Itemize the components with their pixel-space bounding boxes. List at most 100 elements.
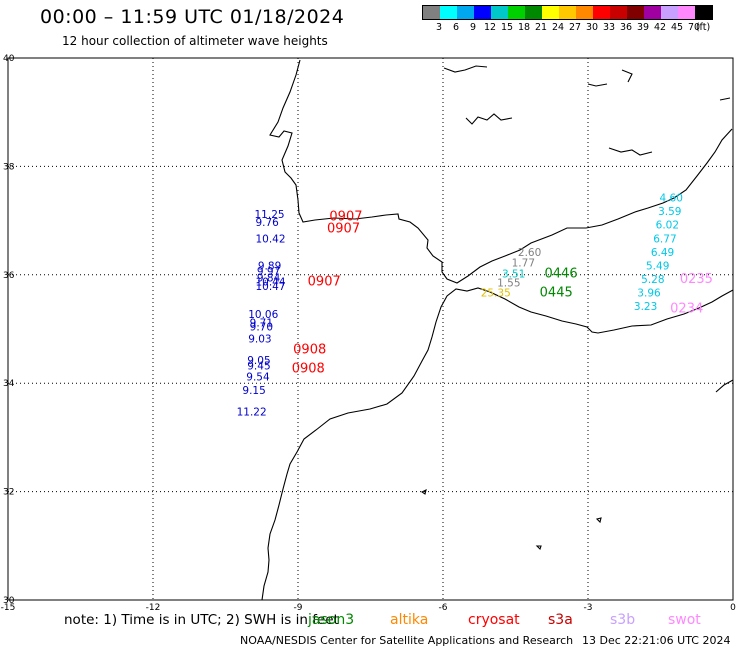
legend-label: 9 xyxy=(469,22,477,33)
wave-height-value: 25.35 xyxy=(481,287,511,299)
legend-swatch xyxy=(474,6,491,19)
wave-height-value: 9.15 xyxy=(242,385,265,397)
map-title: 00:00 – 11:59 UTC 01/18/2024 xyxy=(40,6,345,28)
legend-swatch xyxy=(423,6,440,19)
axis-ticks: 30 32 34 36 38 40 -15 -12 -9 -6 -3 0 xyxy=(1,54,736,613)
wave-height-value: 5.28 xyxy=(641,274,664,286)
legend-label: 70 xyxy=(687,22,701,33)
satellite-label-s3a: s3a xyxy=(548,612,573,628)
coast-upper-4 xyxy=(587,83,608,87)
pass-time-label: 0234 xyxy=(670,302,703,317)
legend-swatch xyxy=(661,6,678,19)
legend-swatch xyxy=(610,6,627,19)
satellite-label-swot: swot xyxy=(668,612,701,628)
legend-label: 27 xyxy=(568,22,582,33)
legend-swatch xyxy=(508,6,525,19)
legend-label: 39 xyxy=(636,22,650,33)
map-frame xyxy=(7,57,734,601)
map-subtitle: 12 hour collection of altimeter wave hei… xyxy=(62,34,328,48)
legend-label: 42 xyxy=(653,22,667,33)
legend-swatch xyxy=(525,6,542,19)
legend-label: 24 xyxy=(551,22,565,33)
pass-time-label: 0907 xyxy=(327,222,360,237)
pass-time-label: 0908 xyxy=(293,342,326,357)
legend-label: 30 xyxy=(585,22,599,33)
x-tick-label: -15 xyxy=(1,603,16,613)
wave-height-value: 3.59 xyxy=(658,206,681,218)
y-tick-label: 38 xyxy=(3,162,15,172)
x-tick-label: -6 xyxy=(439,603,448,613)
wave-height-value: 3.23 xyxy=(634,301,657,313)
wave-height-value: 10.47 xyxy=(255,281,285,293)
coast-islet-1 xyxy=(420,488,427,495)
pass-time-label: 0235 xyxy=(680,272,713,287)
coast-upper-6 xyxy=(719,97,731,101)
wave-height-value: 9.89 xyxy=(258,260,281,272)
wave-height-value: 9.45 xyxy=(247,361,270,373)
wave-height-value: 9.76 xyxy=(255,217,279,229)
legend-label: 18 xyxy=(517,22,531,33)
footer-timestamp: 13 Dec 22:21:06 UTC 2024 xyxy=(582,634,731,647)
coast-upper-3 xyxy=(608,147,653,156)
legend-swatch xyxy=(695,6,712,19)
wave-height-value: 3.96 xyxy=(637,287,661,299)
legend-labels: 3 6 9 12 15 18 21 24 27 30 33 36 39 42 45 70 (ft) xyxy=(422,20,713,34)
legend-label: 12 xyxy=(483,22,497,33)
pass-time-label: 0907 xyxy=(308,275,341,290)
pass-time-label: 0907 xyxy=(329,210,362,225)
wave-height-value: 9.71 xyxy=(250,317,273,329)
wave-height-value: 10.44 xyxy=(255,277,285,289)
footer-credit: NOAA/NESDIS Center for Satellite Applica… xyxy=(240,634,574,647)
legend-swatch xyxy=(491,6,508,19)
coast-islet-4 xyxy=(715,379,734,393)
satellite-label-altika: altika xyxy=(390,612,429,628)
wave-height-value: 6.49 xyxy=(651,247,674,259)
x-tick-label: -12 xyxy=(146,603,161,613)
legend-label: 45 xyxy=(670,22,684,33)
coast-upper-2 xyxy=(465,113,513,125)
legend-swatch xyxy=(559,6,576,19)
wave-height-value: 10.06 xyxy=(248,309,278,321)
legend-label: 33 xyxy=(602,22,616,33)
legend-label: 15 xyxy=(500,22,514,33)
wave-height-value: 3.51 xyxy=(502,269,525,281)
pass-time-label: 0445 xyxy=(540,285,573,300)
x-tick-label: 0 xyxy=(730,603,736,613)
y-tick-label: 36 xyxy=(3,271,15,281)
legend-label: 6 xyxy=(452,22,460,33)
legend-label: 36 xyxy=(619,22,633,33)
legend-label: 3 xyxy=(435,22,443,33)
legend-swatch xyxy=(440,6,457,19)
wave-height-value: 6.77 xyxy=(653,233,676,245)
wave-height-value: 9.03 xyxy=(248,334,271,346)
wave-height-value: 2.60 xyxy=(518,247,541,259)
legend-swatch xyxy=(542,6,559,19)
y-tick-label: 30 xyxy=(3,596,15,606)
wave-height-value: 9.70 xyxy=(250,322,273,334)
legend-label: 21 xyxy=(534,22,548,33)
legend-swatches xyxy=(422,5,713,20)
y-tick-label: 32 xyxy=(3,488,14,498)
x-tick-label: -9 xyxy=(294,603,303,613)
satellite-label-jason3: jason3 xyxy=(308,612,355,628)
footer-note: note: 1) Time is in UTC; 2) SWH is in fe… xyxy=(64,612,339,628)
coast-islet-2 xyxy=(535,545,542,551)
lat-lon-grid xyxy=(8,58,733,600)
wave-height-value: 9.54 xyxy=(246,371,270,383)
coast-morocco xyxy=(261,287,734,601)
satellite-label-s3b: s3b xyxy=(610,612,636,628)
x-tick-label: -3 xyxy=(584,603,593,613)
wave-height-value: 4.60 xyxy=(660,193,683,205)
legend-label: (ft) xyxy=(695,22,711,33)
legend-swatch xyxy=(627,6,644,19)
coastlines xyxy=(261,59,734,601)
y-tick-label: 40 xyxy=(3,54,15,64)
wave-height-value: 9.05 xyxy=(247,355,270,367)
legend-swatch xyxy=(593,6,610,19)
legend-swatch xyxy=(576,6,593,19)
wave-height-value: 6.02 xyxy=(656,220,679,232)
wave-height-value: 11.25 xyxy=(255,209,285,221)
